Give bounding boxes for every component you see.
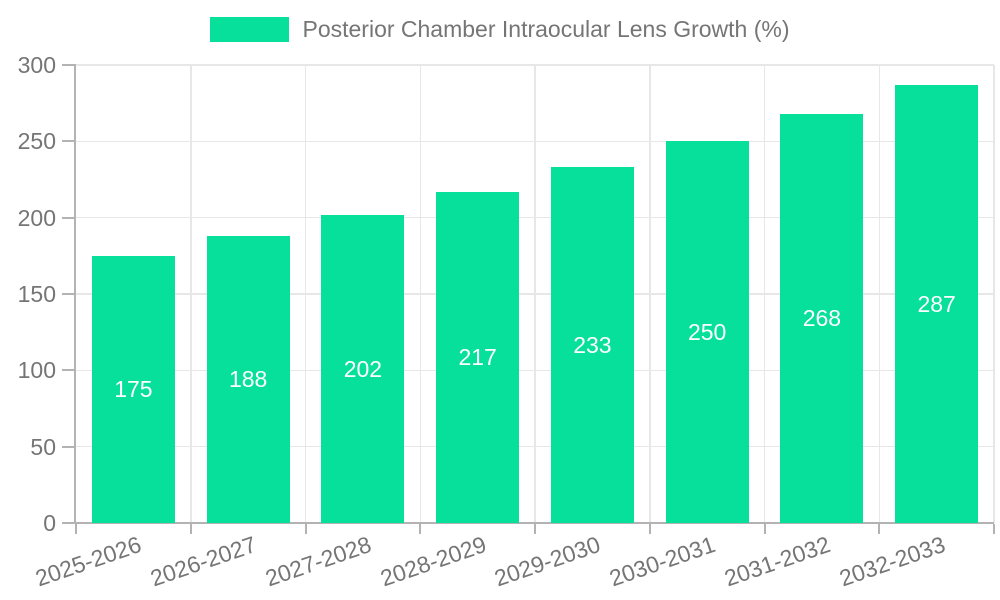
gridline-vertical [419, 65, 421, 523]
legend-label: Posterior Chamber Intraocular Lens Growt… [302, 16, 790, 42]
y-tick-label: 50 [30, 433, 56, 460]
x-axis-tick [648, 524, 651, 534]
x-tick-label: 2025-2026 [32, 531, 145, 592]
y-tick-label: 150 [17, 281, 56, 307]
y-axis-tick [62, 140, 74, 143]
y-axis-tick [62, 64, 74, 66]
x-axis-tick [75, 524, 77, 534]
y-axis-tick [62, 522, 74, 524]
y-tick-label: 0 [43, 510, 56, 536]
y-axis-tick [62, 293, 74, 295]
gridline-vertical [649, 65, 651, 523]
x-axis-tick [534, 524, 536, 534]
x-axis-tick [993, 524, 995, 534]
y-tick-label: 300 [17, 52, 56, 78]
y-axis-tick [62, 216, 74, 219]
x-axis-tick [763, 524, 766, 534]
x-tick-label: 2028-2029 [376, 531, 490, 592]
gridline-vertical [878, 65, 880, 523]
bar[interactable] [206, 235, 290, 523]
x-axis-tick [304, 524, 307, 534]
x-axis-tick [189, 524, 192, 534]
x-tick-label: 2030-2031 [606, 531, 719, 592]
x-axis-line [74, 522, 994, 524]
x-tick-label: 2027-2028 [261, 531, 375, 592]
y-tick-label: 100 [17, 357, 56, 384]
bar[interactable] [321, 214, 405, 523]
y-tick-label: 250 [17, 128, 56, 155]
y-axis-tick [62, 445, 74, 448]
x-tick-label: 2032-2033 [835, 531, 949, 592]
x-axis-tick [878, 524, 881, 534]
bar[interactable] [436, 191, 520, 523]
x-tick-label: 2031-2032 [720, 531, 834, 592]
bar[interactable] [780, 113, 864, 523]
gridline-vertical [190, 65, 192, 523]
x-tick-label: 2029-2030 [491, 531, 604, 592]
bar[interactable] [91, 255, 175, 523]
gridline-vertical [534, 65, 536, 523]
legend-item[interactable]: Posterior Chamber Intraocular Lens Growt… [0, 16, 1000, 43]
legend-swatch [210, 17, 290, 42]
y-tick-label: 200 [17, 204, 56, 231]
gridline-vertical [993, 65, 995, 523]
y-axis-tick [62, 369, 74, 372]
bar[interactable] [895, 84, 979, 523]
y-axis-line [74, 64, 76, 524]
bar[interactable] [665, 141, 749, 523]
bar[interactable] [550, 167, 634, 523]
x-tick-label: 2026-2027 [147, 531, 260, 592]
x-axis-tick [419, 524, 422, 534]
gridline-vertical [763, 65, 766, 523]
gridline-vertical [304, 65, 307, 523]
